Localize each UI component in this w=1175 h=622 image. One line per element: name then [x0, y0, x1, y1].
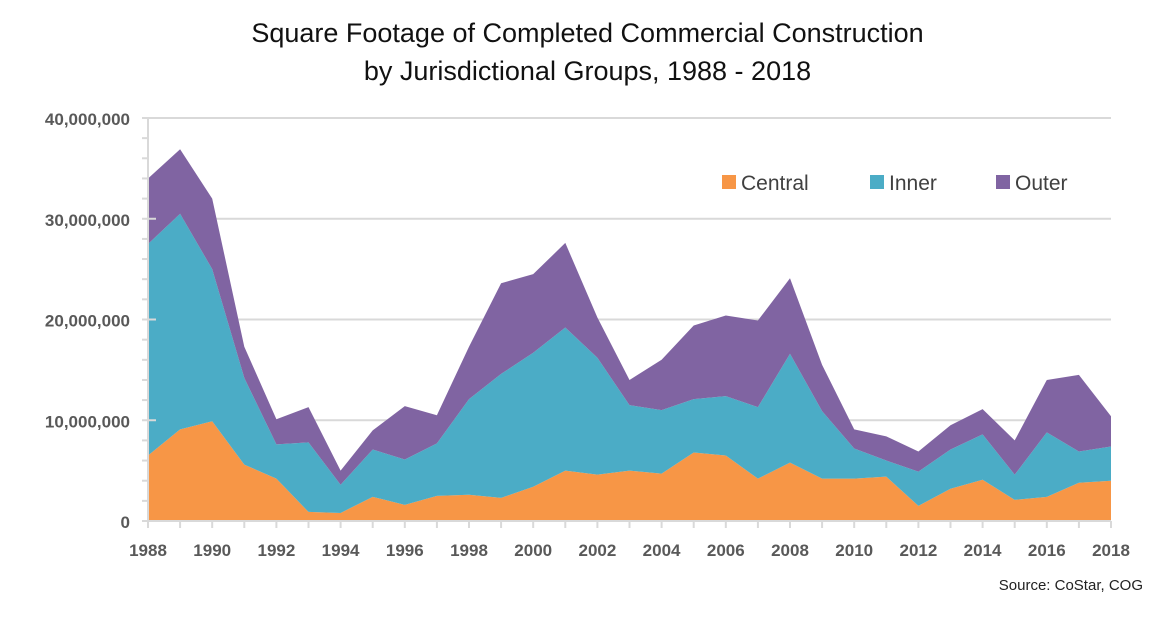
x-tick-label: 2016 [1028, 541, 1066, 560]
x-tick-label: 2014 [964, 541, 1002, 560]
legend-swatch-central [722, 175, 736, 189]
legend-label-central: Central [741, 172, 809, 195]
x-tick-label: 1994 [322, 541, 360, 560]
x-tick-label: 2018 [1092, 541, 1130, 560]
y-tick-label: 20,000,000 [45, 312, 130, 331]
chart-subtitle: by Jurisdictional Groups, 1988 - 2018 [363, 56, 812, 86]
x-tick-label: 2002 [578, 541, 616, 560]
x-tick-label: 2012 [899, 541, 937, 560]
area-inner [148, 213, 1111, 513]
legend-label-inner: Inner [889, 172, 937, 195]
x-tick-label: 2010 [835, 541, 873, 560]
area-central [148, 421, 1111, 521]
chart-title-line1: Square Footage of Completed Commercial C… [251, 18, 924, 48]
x-tick-label: 2000 [514, 541, 552, 560]
x-tick-label: 1996 [386, 541, 424, 560]
x-tick-label: 2004 [643, 541, 681, 560]
legend-swatch-outer [996, 175, 1010, 189]
x-tick-label: 2008 [771, 541, 809, 560]
x-tick-label: 1990 [193, 541, 231, 560]
chart-title: Square Footage of Completed Commercial C… [0, 14, 1175, 90]
y-tick-label: 30,000,000 [45, 211, 130, 230]
x-tick-label: 1988 [129, 541, 167, 560]
legend-swatch-inner [870, 175, 884, 189]
y-tick-label: 10,000,000 [45, 412, 130, 431]
y-tick-label: 40,000,000 [45, 110, 130, 129]
source-note: Source: CoStar, COG [998, 577, 1143, 594]
x-tick-label: 1992 [257, 541, 295, 560]
legend-label-outer: Outer [1015, 172, 1068, 195]
x-tick-label: 1998 [450, 541, 488, 560]
area-outer [148, 149, 1111, 485]
x-tick-label: 2006 [707, 541, 745, 560]
y-tick-label: 0 [121, 513, 130, 532]
